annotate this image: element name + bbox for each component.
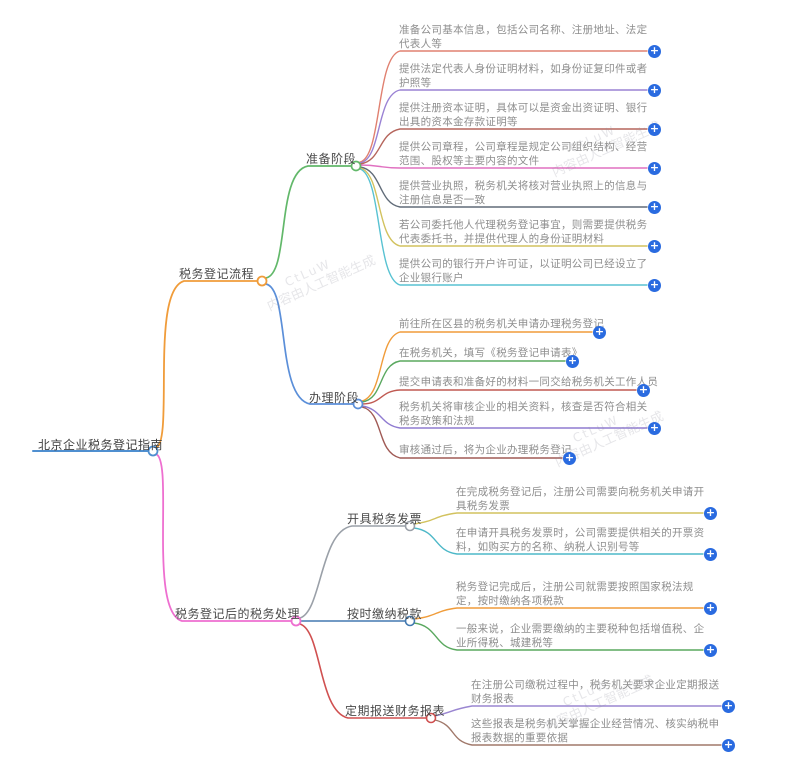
expand-node-button plus-icon[interactable]: + <box>566 354 579 368</box>
process-node-handle[interactable] <box>352 398 364 410</box>
prep-node-handle[interactable] <box>350 160 362 172</box>
leaf-node[interactable]: 提供公司的银行开户许可证，以证明公司已经设立了企业银行账户 <box>399 258 648 284</box>
leaf-node[interactable]: 提交申请表和准备好的材料一同交给税务机关工作人员 <box>399 376 659 388</box>
leaf-node[interactable]: 税务机关将审核企业的相关资料，核查是否符合相关税务政策和法规 <box>399 401 648 427</box>
expand-node-button plus-icon[interactable]: + <box>593 325 606 339</box>
pay-node-handle[interactable] <box>404 615 416 627</box>
expand-node-button plus-icon[interactable]: + <box>648 278 661 292</box>
leaf-node[interactable]: 提供法定代表人身份证明材料，如身份证复印件或者护照等 <box>399 63 648 89</box>
expand-node-button plus-icon[interactable]: + <box>563 451 576 465</box>
leaf-node[interactable]: 提供公司章程，公司章程是规定公司组织结构、经营范围、股权等主要内容的文件 <box>399 141 648 167</box>
root-node-label[interactable]: 北京企业税务登记指南 <box>38 438 164 452</box>
expand-node-button plus-icon[interactable]: + <box>722 738 735 752</box>
leaf-node[interactable]: 提供注册资本证明，具体可以是资金出资证明、银行出具的资本金存款证明等 <box>399 102 648 128</box>
expand-node-button plus-icon[interactable]: + <box>704 547 717 561</box>
branch2-node-handle[interactable] <box>290 615 302 627</box>
node-submit-financial-reports[interactable]: 定期报送财务报表 <box>345 704 446 718</box>
leaf-node[interactable]: 一般来说，企业需要缴纳的主要税种包括增值税、企业所得税、城建税等 <box>456 623 705 649</box>
expand-node-button plus-icon[interactable]: + <box>704 506 717 520</box>
branch-tax-registration-process[interactable]: 税务登记流程 <box>179 267 255 281</box>
expand-node-button plus-icon[interactable]: + <box>648 161 661 175</box>
leaf-node[interactable]: 在注册公司缴税过程中，税务机关要求企业定期报送财务报表 <box>471 679 720 705</box>
leaf-node[interactable]: 准备公司基本信息，包括公司名称、注册地址、法定代表人等 <box>399 24 648 50</box>
leaf-node[interactable]: 税务登记完成后，注册公司就需要按照国家税法规定，按时缴纳各项税款 <box>456 581 694 607</box>
leaf-node[interactable]: 提供营业执照，税务机关将核对营业执照上的信息与注册信息是否一致 <box>399 180 648 206</box>
leaf-node[interactable]: 在完成税务登记后，注册公司需要向税务机关申请开具税务发票 <box>456 486 705 512</box>
node-handling-stage[interactable]: 办理阶段 <box>309 391 360 405</box>
branch1-node-handle[interactable] <box>256 275 268 287</box>
expand-node-button plus-icon[interactable]: + <box>637 383 650 397</box>
expand-node-button plus-icon[interactable]: + <box>648 122 661 136</box>
branch-post-registration-tax[interactable]: 税务登记后的税务处理 <box>175 607 301 621</box>
leaf-node[interactable]: 若公司委托他人代理税务登记事宜，则需要提供税务代表委托书，并提供代理人的身份证明… <box>399 219 648 245</box>
leaf-node[interactable]: 审核通过后，将为企业办理税务登记 <box>399 444 572 456</box>
invoice-node-handle[interactable] <box>404 520 416 532</box>
leaf-node[interactable]: 这些报表是税务机关掌握企业经营情况、核实纳税申报表数据的重要依据 <box>471 718 720 744</box>
expand-node-button plus-icon[interactable]: + <box>722 699 735 713</box>
report-node-handle[interactable] <box>425 712 437 724</box>
expand-node-button plus-icon[interactable]: + <box>648 44 661 58</box>
node-preparation-stage[interactable]: 准备阶段 <box>306 152 357 166</box>
expand-node-button plus-icon[interactable]: + <box>648 239 661 253</box>
expand-node-button plus-icon[interactable]: + <box>648 421 661 435</box>
leaf-node[interactable]: 在税务机关，填写《税务登记申请表》 <box>399 347 583 359</box>
node-issue-invoice[interactable]: 开具税务发票 <box>347 512 423 526</box>
expand-node-button plus-icon[interactable]: + <box>704 601 717 615</box>
expand-node-button plus-icon[interactable]: + <box>704 643 717 657</box>
leaf-node[interactable]: 在申请开具税务发票时，公司需要提供相关的开票资料，如购买方的名称、纳税人识别号等 <box>456 527 705 553</box>
leaf-node[interactable]: 前往所在区县的税务机关申请办理税务登记 <box>399 318 605 330</box>
root-node-handle[interactable] <box>147 445 159 457</box>
expand-node-button plus-icon[interactable]: + <box>648 200 661 214</box>
node-pay-tax-on-time[interactable]: 按时缴纳税款 <box>347 607 423 621</box>
expand-node-button plus-icon[interactable]: + <box>648 83 661 97</box>
